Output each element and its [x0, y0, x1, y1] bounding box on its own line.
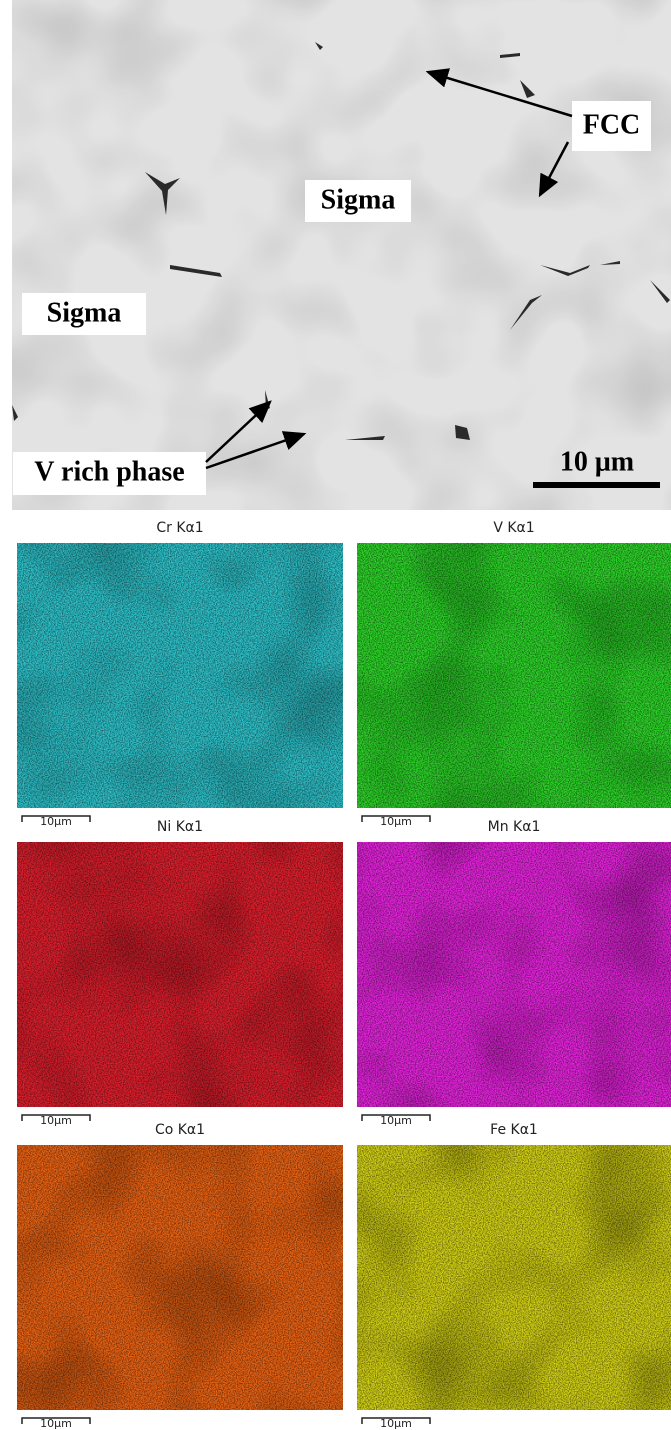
scale-bar-label: 10μm — [40, 815, 72, 828]
sem-label: FCC — [583, 109, 641, 140]
sem-image: FCC Sigma Sigma V rich phase 10 μm — [12, 0, 671, 510]
sem-scale-label: 10 μm — [560, 446, 634, 477]
map-title: Ni Kα1 — [157, 819, 203, 835]
map-title: Fe Kα1 — [490, 1122, 538, 1138]
map-title: Mn Kα1 — [488, 819, 541, 835]
map-noise — [357, 1145, 671, 1410]
map-title: V Kα1 — [493, 520, 534, 536]
sem-label: V rich phase — [34, 456, 184, 487]
map-noise — [17, 1145, 343, 1410]
sem-label: Sigma — [47, 297, 122, 328]
map-title: Cr Kα1 — [156, 520, 203, 536]
scale-bar-label: 10μm — [380, 815, 412, 828]
map-noise — [357, 543, 671, 808]
map-noise — [357, 842, 671, 1107]
map-noise — [17, 543, 343, 808]
scale-bar-label: 10μm — [40, 1114, 72, 1127]
map-title: Co Kα1 — [155, 1122, 205, 1138]
scale-bar-label: 10μm — [380, 1417, 412, 1430]
sem-label: Sigma — [321, 184, 396, 215]
figure: FCC Sigma Sigma V rich phase 10 μm Cr Kα… — [0, 0, 671, 1430]
scale-bar-label: 10μm — [380, 1114, 412, 1127]
page: FCC Sigma Sigma V rich phase 10 μm Cr Kα… — [0, 0, 671, 1430]
scale-bar-label: 10μm — [40, 1417, 72, 1430]
map-noise — [17, 842, 343, 1107]
